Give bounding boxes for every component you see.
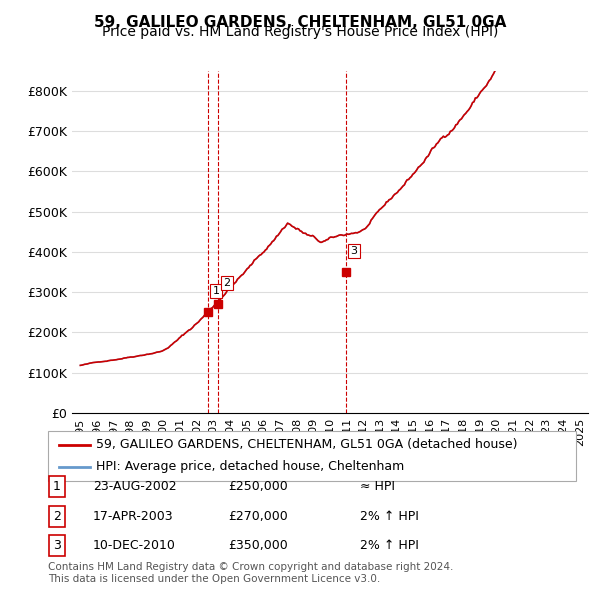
- Text: £350,000: £350,000: [228, 539, 288, 552]
- Text: 1: 1: [53, 480, 61, 493]
- FancyBboxPatch shape: [49, 506, 65, 527]
- FancyBboxPatch shape: [48, 431, 576, 481]
- Text: 3: 3: [350, 246, 358, 256]
- Text: £270,000: £270,000: [228, 510, 288, 523]
- Text: 2% ↑ HPI: 2% ↑ HPI: [360, 510, 419, 523]
- Text: £250,000: £250,000: [228, 480, 288, 493]
- Text: 2% ↑ HPI: 2% ↑ HPI: [360, 539, 419, 552]
- Text: ≈ HPI: ≈ HPI: [360, 480, 395, 493]
- Text: 2: 2: [53, 510, 61, 523]
- Text: 3: 3: [53, 539, 61, 552]
- Text: 23-AUG-2002: 23-AUG-2002: [93, 480, 176, 493]
- FancyBboxPatch shape: [49, 535, 65, 556]
- Text: 1: 1: [212, 286, 220, 296]
- Text: 17-APR-2003: 17-APR-2003: [93, 510, 173, 523]
- Text: Contains HM Land Registry data © Crown copyright and database right 2024.
This d: Contains HM Land Registry data © Crown c…: [48, 562, 454, 584]
- Text: 2: 2: [223, 278, 230, 288]
- Text: 59, GALILEO GARDENS, CHELTENHAM, GL51 0GA (detached house): 59, GALILEO GARDENS, CHELTENHAM, GL51 0G…: [95, 438, 517, 451]
- Text: 10-DEC-2010: 10-DEC-2010: [93, 539, 176, 552]
- FancyBboxPatch shape: [49, 476, 65, 497]
- Text: HPI: Average price, detached house, Cheltenham: HPI: Average price, detached house, Chel…: [95, 460, 404, 473]
- Text: Price paid vs. HM Land Registry's House Price Index (HPI): Price paid vs. HM Land Registry's House …: [102, 25, 498, 40]
- Text: 59, GALILEO GARDENS, CHELTENHAM, GL51 0GA: 59, GALILEO GARDENS, CHELTENHAM, GL51 0G…: [94, 15, 506, 30]
